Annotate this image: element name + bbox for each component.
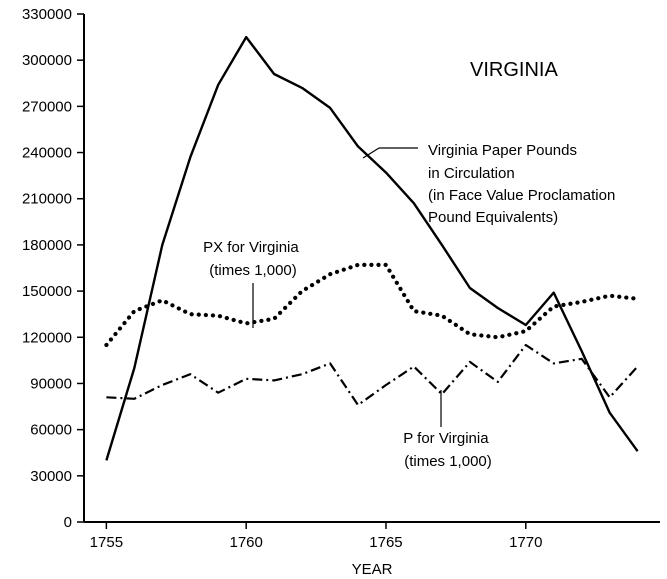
y-tick-label: 180000 (22, 237, 72, 254)
series-point-p (187, 371, 193, 377)
y-tick-label: 300000 (22, 52, 72, 69)
y-tick-label: 90000 (30, 375, 72, 392)
y-tick-label: 60000 (30, 422, 72, 439)
series-point-p (523, 342, 529, 348)
x-axis-label: YEAR (352, 561, 393, 578)
series-point-paper (495, 305, 501, 311)
series-line-paper (105, 35, 639, 461)
series-point-px (243, 320, 249, 326)
series-point-px (523, 328, 529, 334)
series-point-px (411, 308, 417, 314)
series-point-p (243, 376, 249, 382)
series-point-px (327, 271, 333, 277)
series-point-p (635, 364, 641, 370)
px-label-line: (times 1,000) (209, 262, 297, 279)
y-tick-label: 210000 (22, 191, 72, 208)
series-point-paper (607, 410, 613, 416)
series-point-px (467, 331, 473, 337)
px-series-label: PX for Virginia (times 1,000) (203, 239, 303, 279)
x-ticks: 1755 1760 1765 1770 (90, 522, 542, 551)
series-point-p (551, 360, 557, 366)
y-tick-label: 270000 (22, 98, 72, 115)
paper-label-line: Pound Equivalents) (428, 209, 558, 226)
series-point-px (103, 342, 109, 348)
series-point-p (579, 356, 585, 362)
series-point-paper (159, 242, 165, 248)
series-point-p (467, 359, 473, 365)
series-point-px (579, 299, 585, 305)
x-tick-label: 1755 (90, 534, 123, 551)
px-label-line: PX for Virginia (203, 239, 299, 256)
series-point-px (299, 288, 305, 294)
series-point-p (495, 379, 501, 385)
series-point-px (495, 334, 501, 340)
series-point-px (187, 311, 193, 317)
series-point-p (131, 396, 137, 402)
series-point-px (131, 308, 137, 314)
series-point-px (383, 262, 389, 268)
series-point-px (635, 296, 641, 302)
series-point-p (103, 394, 109, 400)
series-point-paper (467, 285, 473, 291)
series-point-p (355, 402, 361, 408)
series-point-paper (187, 154, 193, 160)
series-point-px (215, 313, 221, 319)
series-point-paper (271, 71, 277, 77)
paper-label-line: (in Face Value Proclamation (428, 187, 615, 204)
series-point-paper (355, 143, 361, 149)
paper-series-label: Virginia Paper Pounds in Circulation (in… (428, 142, 619, 226)
paper-label-line: in Circulation (428, 165, 515, 182)
series-point-px (607, 293, 613, 299)
series-point-p (159, 382, 165, 388)
series-point-paper (103, 457, 109, 463)
paper-label-leader (362, 147, 380, 159)
series-point-p (327, 360, 333, 366)
series-point-p (383, 382, 389, 388)
series-point-p (607, 394, 613, 400)
series-point-px (439, 313, 445, 319)
p-label-line: (times 1,000) (404, 453, 492, 470)
series-point-p (411, 364, 417, 370)
series-point-px (551, 303, 557, 309)
chart-title: VIRGINIA (470, 59, 558, 81)
series-line-px (104, 262, 640, 348)
series-point-paper (299, 85, 305, 91)
series-point-p (439, 391, 445, 397)
series-point-px (159, 297, 165, 303)
series-point-paper (635, 448, 641, 454)
annotation-leaders (252, 147, 442, 427)
series-point-paper (131, 365, 137, 371)
series-point-paper (215, 82, 221, 88)
series-point-p (271, 377, 277, 383)
y-tick-label: 120000 (22, 329, 72, 346)
y-tick-label: 30000 (30, 468, 72, 485)
y-tick-label: 240000 (22, 145, 72, 162)
y-ticks: 0 30000 60000 90000 120000 150000 180000 210000… (22, 6, 84, 531)
p-series-label: P for Virginia (times 1,000) (403, 430, 493, 470)
paper-label-line: Virginia Paper Pounds (428, 142, 577, 159)
series-point-px (271, 316, 277, 322)
y-tick-label: 150000 (22, 283, 72, 300)
x-tick-label: 1765 (369, 534, 402, 551)
y-tick-label: 330000 (22, 6, 72, 23)
series-point-paper (439, 242, 445, 248)
y-tick-label: 0 (64, 514, 72, 531)
series-point-paper (243, 34, 249, 40)
series-point-paper (579, 348, 585, 354)
series-point-p (299, 371, 305, 377)
x-tick-label: 1770 (509, 534, 542, 551)
series-point-paper (411, 200, 417, 206)
x-tick-label: 1760 (229, 534, 262, 551)
series-point-p (215, 390, 221, 396)
p-label-line: P for Virginia (403, 430, 489, 447)
series-point-paper (383, 170, 389, 176)
series-line-p (106, 343, 639, 407)
series-point-paper (327, 105, 333, 111)
series-point-paper (551, 290, 557, 296)
series-layer (103, 34, 641, 463)
series-point-px (355, 262, 361, 268)
